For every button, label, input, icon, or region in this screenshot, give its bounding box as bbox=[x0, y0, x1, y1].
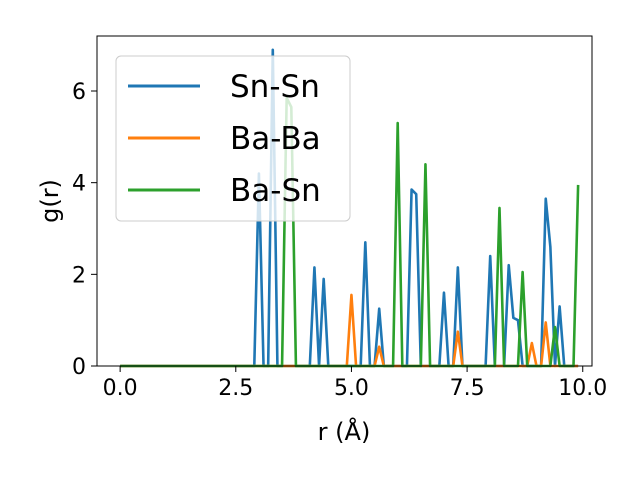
legend-label-1: Ba-Ba bbox=[230, 121, 321, 157]
x-tick-label: 10.0 bbox=[558, 376, 607, 401]
series-line-0 bbox=[120, 48, 579, 368]
x-axis-label: r (Å) bbox=[318, 417, 371, 446]
x-tick-label: 2.5 bbox=[218, 376, 253, 401]
y-axis: 0 2 4 6 bbox=[72, 80, 97, 380]
x-axis: 0.0 2.5 5.0 7.5 10.0 bbox=[103, 366, 607, 401]
plot-frame bbox=[96, 35, 593, 367]
y-tick-label: 2 bbox=[72, 263, 86, 288]
legend-box bbox=[115, 55, 351, 222]
series-line-1 bbox=[120, 293, 579, 368]
y-tick-label: 0 bbox=[72, 355, 86, 380]
legend-label-2: Ba-Sn bbox=[230, 173, 321, 209]
legend-label-0: Sn-Sn bbox=[230, 69, 320, 105]
x-tick-label: 0.0 bbox=[103, 376, 138, 401]
legend: Sn-Sn Ba-Ba Ba-Sn bbox=[115, 55, 351, 222]
x-tick-label: 7.5 bbox=[450, 376, 485, 401]
y-tick-label: 6 bbox=[72, 80, 86, 105]
y-tick-label: 4 bbox=[72, 172, 86, 197]
y-axis-label: g(r) bbox=[36, 179, 64, 223]
x-tick-label: 5.0 bbox=[334, 376, 369, 401]
